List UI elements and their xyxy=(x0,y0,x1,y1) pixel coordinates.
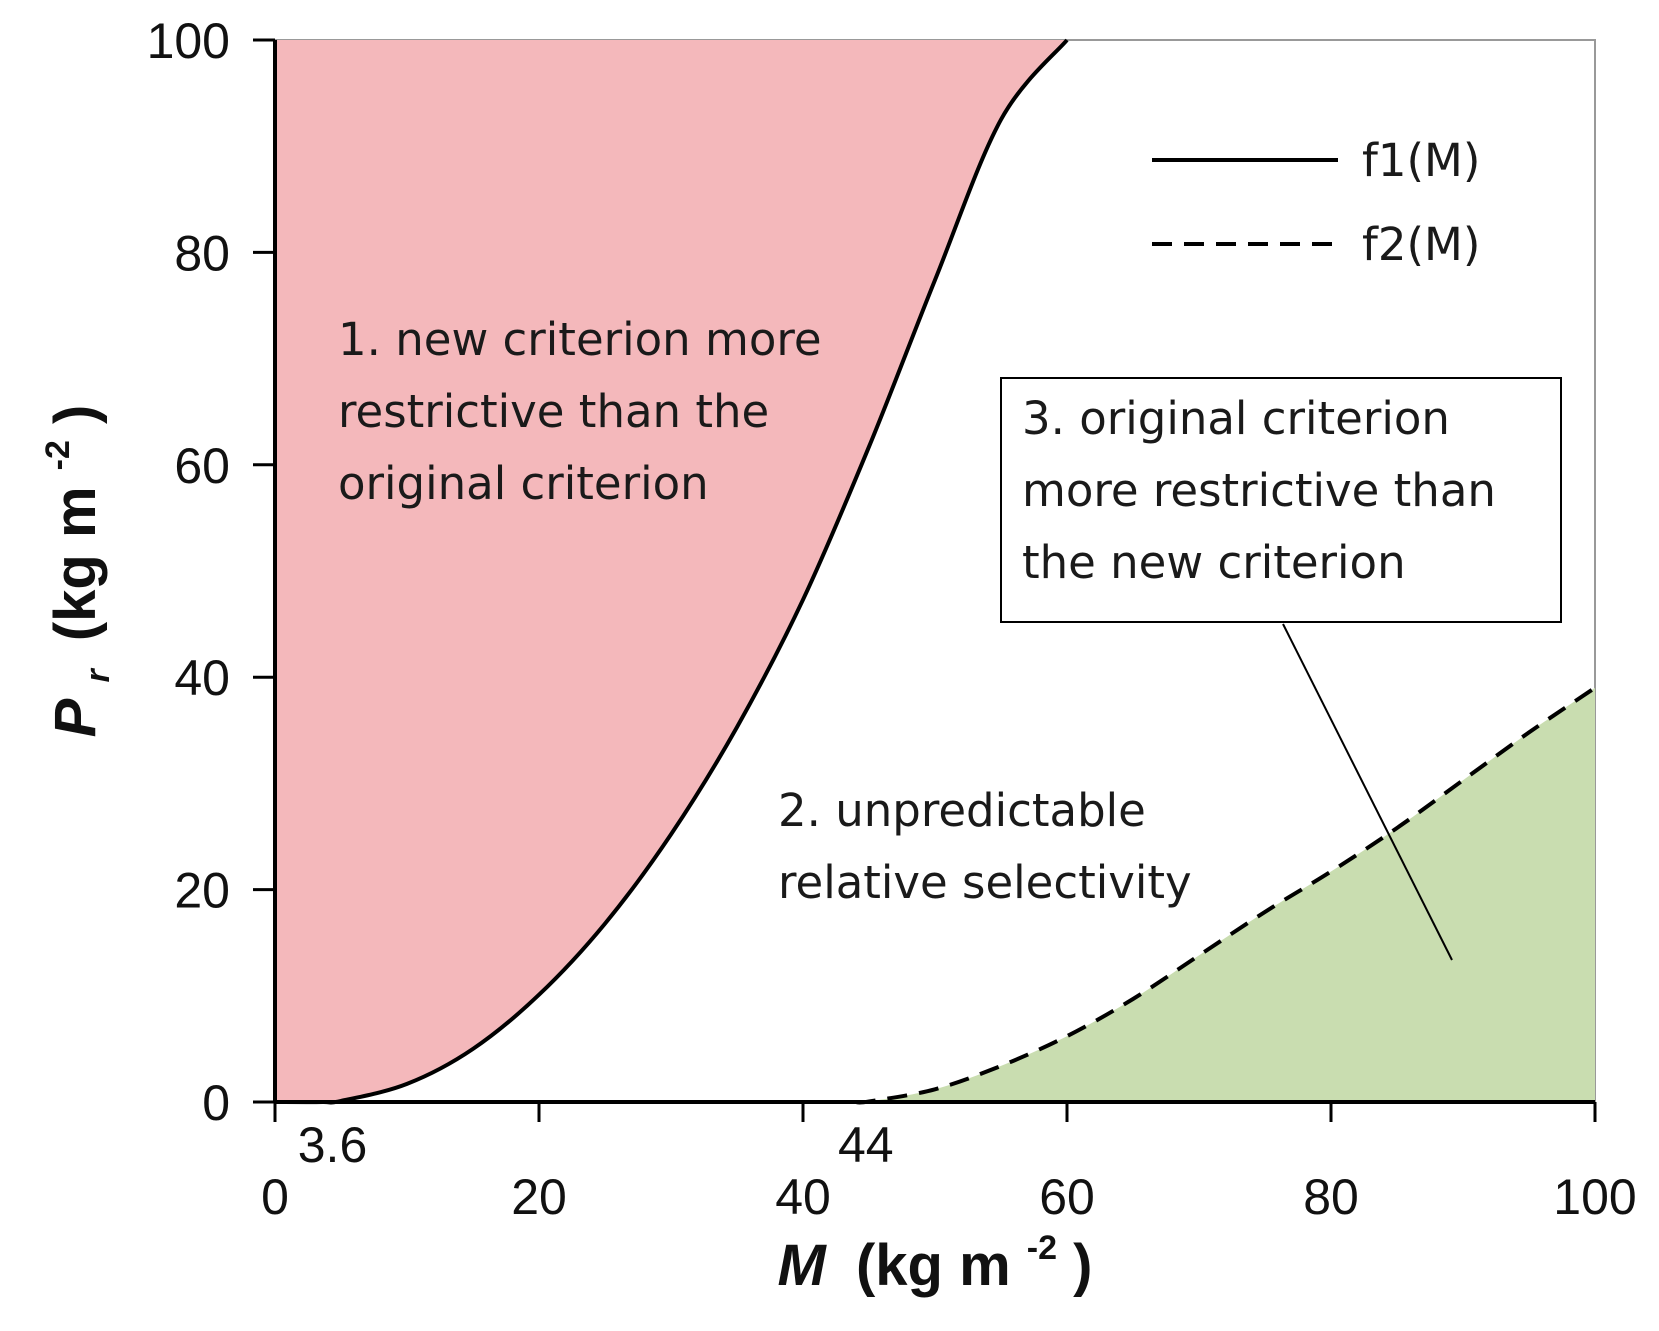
region-3-leader-line xyxy=(1282,623,1453,961)
x-axis-exp: -2 xyxy=(1027,1229,1057,1267)
x-axis-title: M (kg m -2 ) xyxy=(778,1207,1093,1298)
y-axis-var: P xyxy=(43,698,108,737)
x-tick-label: 80 xyxy=(1303,1169,1359,1225)
region-2-label: 2. unpredictable relative selectivity xyxy=(778,784,1192,909)
region-1-line-2: restrictive than the xyxy=(338,385,769,438)
x-axis-var: M xyxy=(778,1233,828,1298)
x-tick-label: 20 xyxy=(511,1169,567,1225)
x-tick-label: 0 xyxy=(261,1169,289,1225)
special-x-tick-label: 44 xyxy=(838,1117,894,1173)
y-tick-label: 60 xyxy=(174,438,230,494)
x-axis-close: ) xyxy=(1073,1233,1092,1298)
legend-f2-label: f2(M) xyxy=(1362,218,1480,271)
region-3-callout-box xyxy=(1000,377,1562,623)
y-axis-unit: (kg m xyxy=(43,486,108,641)
legend: f1(M) f2(M) xyxy=(1152,134,1480,271)
region-1-line-1: 1. new criterion more xyxy=(338,313,822,366)
region-2-line-1: 2. unpredictable xyxy=(778,784,1146,837)
y-axis-sub: r xyxy=(79,668,117,683)
region-3-line-2: more restrictive than xyxy=(1022,464,1496,517)
y-tick-label: 40 xyxy=(174,650,230,706)
x-axis-unit: (kg m xyxy=(856,1233,1011,1298)
region-3-label: 3. original criterion more restrictive t… xyxy=(1022,392,1510,589)
series-f2-line xyxy=(855,686,1597,1105)
special-x-tick-label: 3.6 xyxy=(298,1117,368,1173)
x-tick-label: 40 xyxy=(775,1169,831,1225)
y-tick-label: 0 xyxy=(202,1075,230,1131)
special-x-tick-labels: 3.6 44 xyxy=(298,1117,894,1173)
region-3-line-1: 3. original criterion xyxy=(1022,392,1450,445)
x-tick-label: 100 xyxy=(1553,1169,1636,1225)
y-axis-close: ) xyxy=(43,405,108,424)
y-axis-title: P r (kg m -2 ) xyxy=(17,405,122,738)
region-1-label: 1. new criterion more restrictive than t… xyxy=(338,313,836,510)
y-tick-label: 80 xyxy=(174,225,230,281)
region-3-line-3: the new criterion xyxy=(1022,536,1406,589)
region-3-fill xyxy=(855,687,1595,1103)
y-ticks: 0 20 40 60 80 100 xyxy=(147,13,275,1131)
region-1-fill xyxy=(275,40,1067,1103)
x-tick-label: 60 xyxy=(1039,1169,1095,1225)
region-2-line-2: relative selectivity xyxy=(778,856,1192,909)
region-1-line-3: original criterion xyxy=(338,457,709,510)
x-ticks: 0 20 40 60 80 100 xyxy=(261,1102,1637,1225)
legend-f1-label: f1(M) xyxy=(1362,134,1480,187)
y-axis-exp: -2 xyxy=(39,440,77,470)
y-tick-label: 20 xyxy=(174,863,230,919)
y-tick-label: 100 xyxy=(147,13,230,69)
series-f1-line xyxy=(274,38,1069,1105)
